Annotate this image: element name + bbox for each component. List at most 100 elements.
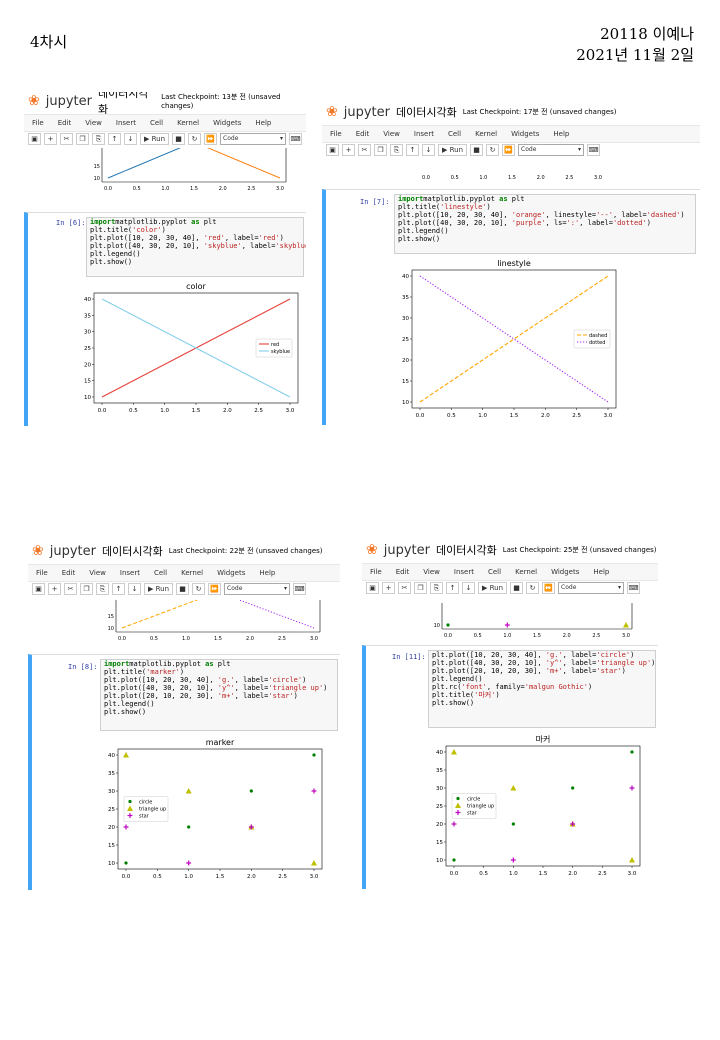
paste-icon[interactable]: ⎘: [92, 133, 105, 145]
menu-widgets[interactable]: Widgets: [511, 130, 540, 138]
stop-icon[interactable]: ■: [510, 582, 524, 594]
move-up-icon[interactable]: ↑: [112, 583, 125, 595]
restart-icon[interactable]: ↻: [188, 133, 202, 145]
menu-kernel[interactable]: Kernel: [181, 569, 204, 577]
menu-edit[interactable]: Edit: [61, 569, 76, 577]
code-cell[interactable]: In [7]: importmatplotlib.pyplot as plt pl…: [322, 189, 700, 425]
menu-help[interactable]: Help: [255, 119, 272, 127]
point-triangle-up: [185, 788, 192, 794]
y-tick-label: 10: [84, 395, 91, 401]
cut-icon[interactable]: ✂: [398, 582, 411, 594]
menu-cell[interactable]: Cell: [149, 119, 164, 127]
cut-icon[interactable]: ✂: [64, 583, 77, 595]
menu-kernel[interactable]: Kernel: [177, 119, 200, 127]
move-up-icon[interactable]: ↑: [446, 582, 459, 594]
fast-forward-icon[interactable]: ⏩: [502, 144, 516, 156]
menu-file[interactable]: File: [330, 130, 342, 138]
add-cell-icon[interactable]: +: [48, 583, 61, 595]
menu-kernel[interactable]: Kernel: [515, 568, 538, 576]
keyboard-icon[interactable]: ⌨: [289, 133, 303, 145]
notebook-title[interactable]: 데이터시각화: [435, 544, 497, 557]
cut-icon[interactable]: ✂: [60, 133, 73, 145]
keyboard-icon[interactable]: ⌨: [293, 583, 307, 595]
fast-forward-icon[interactable]: ⏩: [208, 583, 222, 595]
menu-edit[interactable]: Edit: [355, 130, 370, 138]
menu-help[interactable]: Help: [259, 569, 276, 577]
run-button[interactable]: ▶ Run: [140, 133, 170, 145]
menu-kernel[interactable]: Kernel: [475, 130, 498, 138]
copy-icon[interactable]: ❐: [80, 583, 93, 595]
cell-type-select[interactable]: Code: [220, 133, 287, 145]
move-up-icon[interactable]: ↑: [406, 144, 419, 156]
restart-icon[interactable]: ↻: [526, 582, 540, 594]
code-cell[interactable]: In [6]: importmatplotlib.pyplot as plt pl…: [24, 212, 306, 426]
run-button[interactable]: ▶ Run: [438, 144, 468, 156]
notebook-title[interactable]: 데이터시각화: [101, 545, 163, 558]
menu-view[interactable]: View: [383, 130, 400, 138]
stop-icon[interactable]: ■: [470, 144, 484, 156]
menu-view[interactable]: View: [423, 568, 440, 576]
menu-view[interactable]: View: [89, 569, 106, 577]
menu-file[interactable]: File: [36, 569, 48, 577]
menu-file[interactable]: File: [370, 568, 382, 576]
menu-widgets[interactable]: Widgets: [217, 569, 246, 577]
menu-widgets[interactable]: Widgets: [213, 119, 242, 127]
save-icon[interactable]: ▣: [28, 133, 41, 145]
save-icon[interactable]: ▣: [326, 144, 339, 156]
code-cell[interactable]: In [8]: importmatplotlib.pyplot as plt pl…: [28, 654, 340, 890]
save-icon[interactable]: ▣: [366, 582, 379, 594]
code-string: 'red': [258, 234, 280, 242]
menu-widgets[interactable]: Widgets: [551, 568, 580, 576]
menu-help[interactable]: Help: [593, 568, 610, 576]
copy-icon[interactable]: ❐: [414, 582, 427, 594]
paste-icon[interactable]: ⎘: [96, 583, 109, 595]
cell-type-select[interactable]: Code: [558, 582, 625, 594]
menu-insert[interactable]: Insert: [413, 130, 434, 138]
menu-insert[interactable]: Insert: [119, 569, 140, 577]
menu-file[interactable]: File: [32, 119, 44, 127]
menu-cell[interactable]: Cell: [447, 130, 462, 138]
add-cell-icon[interactable]: +: [342, 144, 355, 156]
menu-edit[interactable]: Edit: [395, 568, 410, 576]
code-editor[interactable]: importmatplotlib.pyplot as plt plt.title(…: [100, 659, 338, 731]
move-up-icon[interactable]: ↑: [108, 133, 121, 145]
menu-edit[interactable]: Edit: [57, 119, 72, 127]
code-cell[interactable]: In [11]: plt.plot([10, 20, 30, 40], 'g.'…: [362, 645, 658, 889]
paste-icon[interactable]: ⎘: [390, 144, 403, 156]
menu-insert[interactable]: Insert: [115, 119, 136, 127]
stop-icon[interactable]: ■: [176, 583, 190, 595]
keyboard-icon[interactable]: ⌨: [587, 144, 601, 156]
copy-icon[interactable]: ❐: [374, 144, 387, 156]
menu-view[interactable]: View: [85, 119, 102, 127]
code-editor[interactable]: plt.plot([10, 20, 30, 40], 'g.', label='…: [428, 650, 656, 728]
notebook-title[interactable]: 데이터시각화: [395, 106, 457, 119]
run-button[interactable]: ▶ Run: [144, 583, 174, 595]
menu-cell[interactable]: Cell: [153, 569, 168, 577]
move-down-icon[interactable]: ↓: [422, 144, 435, 156]
paste-icon[interactable]: ⎘: [430, 582, 443, 594]
save-icon[interactable]: ▣: [32, 583, 45, 595]
menu-cell[interactable]: Cell: [487, 568, 502, 576]
code-editor[interactable]: importmatplotlib.pyplot as plt plt.title(…: [394, 194, 696, 254]
copy-icon[interactable]: ❐: [76, 133, 89, 145]
fast-forward-icon[interactable]: ⏩: [204, 133, 218, 145]
add-cell-icon[interactable]: +: [44, 133, 57, 145]
notebook-title[interactable]: 데이터시각화: [97, 92, 149, 116]
add-cell-icon[interactable]: +: [382, 582, 395, 594]
keyboard-icon[interactable]: ⌨: [627, 582, 641, 594]
code-editor[interactable]: importmatplotlib.pyplot as plt plt.title(…: [86, 217, 306, 277]
menu-insert[interactable]: Insert: [453, 568, 474, 576]
move-down-icon[interactable]: ↓: [128, 583, 141, 595]
move-down-icon[interactable]: ↓: [124, 133, 137, 145]
move-down-icon[interactable]: ↓: [462, 582, 475, 594]
x-tick-label: 1.0: [182, 636, 190, 642]
fast-forward-icon[interactable]: ⏩: [542, 582, 556, 594]
stop-icon[interactable]: ■: [172, 133, 186, 145]
run-button[interactable]: ▶ Run: [478, 582, 508, 594]
restart-icon[interactable]: ↻: [192, 583, 206, 595]
restart-icon[interactable]: ↻: [486, 144, 500, 156]
cell-type-select[interactable]: Code: [224, 583, 291, 595]
cell-type-select[interactable]: Code: [518, 144, 585, 156]
menu-help[interactable]: Help: [553, 130, 570, 138]
cut-icon[interactable]: ✂: [358, 144, 371, 156]
